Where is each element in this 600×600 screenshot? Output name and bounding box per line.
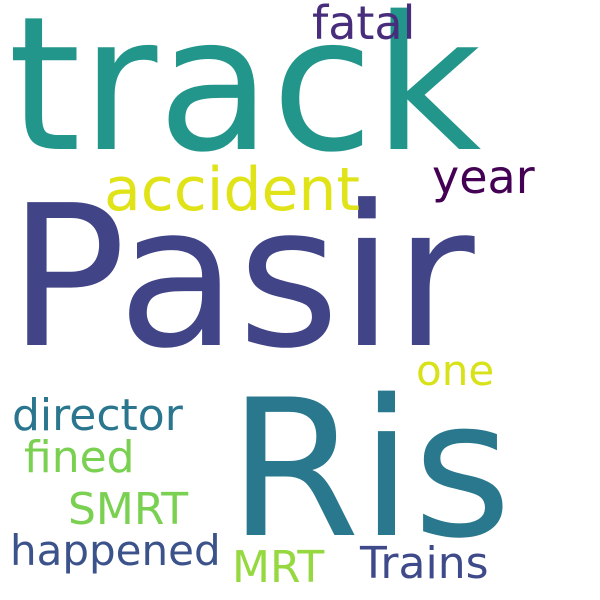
word-accident: accident [104,155,360,225]
word-track: track [8,0,482,193]
word-one: one [416,346,495,395]
word-ris: Ris [228,359,512,580]
word-year: year [432,150,535,204]
word-director: director [12,390,183,441]
word-mrt: MRT [232,542,325,593]
word-happened: happened [10,526,221,575]
word-smrt: SMRT [68,484,189,535]
word-fined: fined [24,432,135,483]
word-trains: Trains [360,538,489,589]
word-fatal: fatal [312,0,416,50]
word-pasir: Pasir [8,164,475,392]
